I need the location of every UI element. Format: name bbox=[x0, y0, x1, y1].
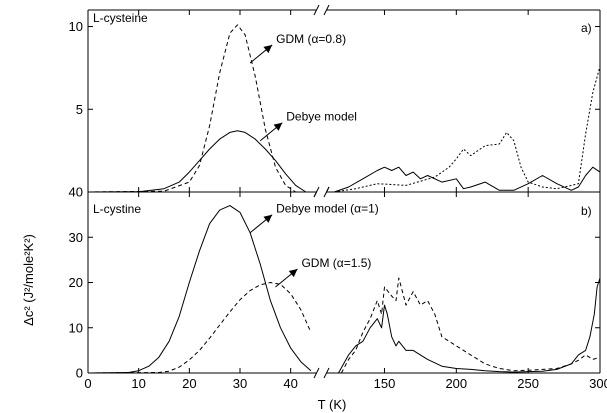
x-tick-label: 20 bbox=[182, 376, 196, 391]
annotation-label: Debye model bbox=[286, 110, 357, 124]
y-tick-label: 10 bbox=[69, 19, 83, 34]
axis-break-mark bbox=[313, 4, 320, 16]
annotation-label: GDM (α=0.8) bbox=[276, 32, 346, 46]
x-tick-label: 30 bbox=[233, 376, 247, 391]
series-line-dashed bbox=[87, 282, 312, 374]
axis-break-gap bbox=[317, 5, 326, 15]
text-layer: GDM (α=0.8) Debye model Debye model (α=1) G… bbox=[249, 32, 379, 288]
y-tick-label: 5 bbox=[76, 102, 83, 117]
x-tick-label: 200 bbox=[445, 376, 467, 391]
x-tick-label: 0 bbox=[84, 376, 91, 391]
series-line-solid bbox=[87, 130, 311, 193]
series-line-dotted bbox=[334, 66, 601, 193]
annotation-arrow-head bbox=[263, 214, 273, 223]
panel-b-sample-label: L-cystine bbox=[93, 202, 141, 216]
x-tick-label: 10 bbox=[131, 376, 145, 391]
y-tick-label: 10 bbox=[69, 320, 83, 335]
series-line-solid bbox=[338, 277, 601, 374]
panel-b-letter: b) bbox=[581, 204, 592, 218]
x-tick-label: 300 bbox=[589, 376, 607, 391]
axis-break-mark bbox=[323, 186, 330, 198]
series-line-solid bbox=[334, 166, 601, 193]
annotation-arrow-head bbox=[288, 269, 298, 278]
axis-break-mark bbox=[313, 367, 320, 379]
axis-break-mark bbox=[313, 186, 320, 198]
axis-break-mark bbox=[323, 4, 330, 16]
y-axis-title: Δc² (J²/mole²K²) bbox=[21, 234, 36, 326]
annotation-label: GDM (α=1.5) bbox=[301, 256, 371, 270]
series-line-dashed bbox=[87, 24, 296, 193]
x-tick-label: 150 bbox=[374, 376, 396, 391]
annotation-label: Debye model (α=1) bbox=[276, 202, 379, 216]
panel-a-letter: a) bbox=[581, 21, 592, 35]
annotation-arrow-head bbox=[273, 122, 283, 131]
y-tick-label: 0 bbox=[76, 366, 83, 381]
x-tick-label: 40 bbox=[283, 376, 297, 391]
y-tick-label: 30 bbox=[69, 230, 83, 245]
x-tick-label: 250 bbox=[517, 376, 539, 391]
axis-break-mark bbox=[323, 367, 330, 379]
axis-break-gap bbox=[317, 187, 326, 197]
annotation-arrow-head bbox=[263, 44, 273, 54]
tick-layer: 5 10 0 10 20 30 40 0 10 20 30 40 150 200 250 300 bbox=[69, 10, 607, 391]
axis-break-gap bbox=[317, 368, 326, 378]
x-axis-title: T (K) bbox=[318, 397, 347, 412]
panel-a-sample-label: L-cysteine bbox=[93, 11, 148, 25]
series-layer bbox=[87, 24, 601, 374]
y-tick-label: 40 bbox=[69, 185, 83, 200]
series-line-solid bbox=[87, 205, 312, 374]
panel-frames bbox=[87, 4, 601, 379]
y-tick-label: 20 bbox=[69, 275, 83, 290]
